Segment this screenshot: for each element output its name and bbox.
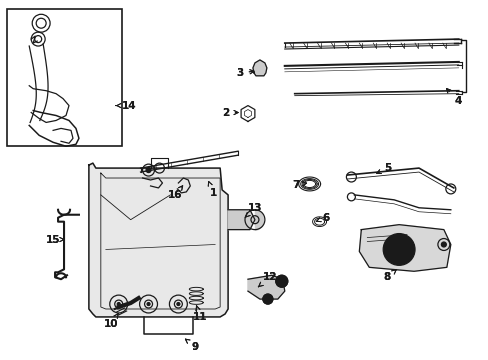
Text: 15: 15 [46, 234, 64, 244]
Polygon shape [359, 225, 450, 271]
Text: 16: 16 [168, 186, 183, 200]
Text: 1: 1 [208, 181, 216, 198]
Bar [7, 9, 122, 146]
Text: 11: 11 [193, 306, 207, 322]
Text: 5: 5 [376, 163, 391, 174]
Text: 14: 14 [116, 100, 136, 111]
Polygon shape [177, 178, 190, 193]
Polygon shape [252, 60, 266, 76]
Text: 12: 12 [258, 272, 277, 287]
Text: 4: 4 [446, 89, 461, 105]
Circle shape [275, 275, 287, 287]
Text: 14: 14 [116, 100, 136, 111]
Text: 7: 7 [291, 180, 306, 190]
Circle shape [263, 294, 272, 304]
Text: 3: 3 [236, 68, 254, 78]
Text: 5: 5 [376, 163, 391, 174]
Text: 8: 8 [383, 270, 395, 282]
Polygon shape [89, 163, 227, 317]
Text: 6: 6 [316, 213, 328, 223]
Polygon shape [247, 275, 284, 299]
Text: 3: 3 [236, 68, 254, 78]
Circle shape [147, 302, 150, 306]
Text: 13: 13 [244, 203, 262, 217]
Text: 10: 10 [103, 314, 118, 329]
Text: 10: 10 [103, 314, 118, 329]
Circle shape [383, 234, 414, 265]
Text: 4: 4 [446, 89, 461, 105]
Circle shape [146, 168, 151, 172]
Text: 9: 9 [185, 339, 199, 352]
Text: 2: 2 [222, 108, 238, 117]
Circle shape [394, 246, 402, 253]
Text: 15: 15 [46, 234, 64, 244]
Text: 8: 8 [383, 270, 395, 282]
Polygon shape [142, 178, 162, 188]
Text: 16: 16 [168, 186, 183, 200]
Circle shape [177, 302, 180, 306]
Text: 13: 13 [244, 203, 262, 217]
Circle shape [441, 242, 446, 247]
Text: 9: 9 [185, 339, 199, 352]
Polygon shape [227, 210, 254, 230]
Text: 7: 7 [291, 180, 306, 190]
Text: 12: 12 [258, 272, 277, 287]
Text: 6: 6 [316, 213, 328, 223]
Circle shape [117, 302, 120, 306]
Text: 2: 2 [222, 108, 238, 117]
Text: 1: 1 [208, 181, 216, 198]
Text: 11: 11 [193, 306, 207, 322]
